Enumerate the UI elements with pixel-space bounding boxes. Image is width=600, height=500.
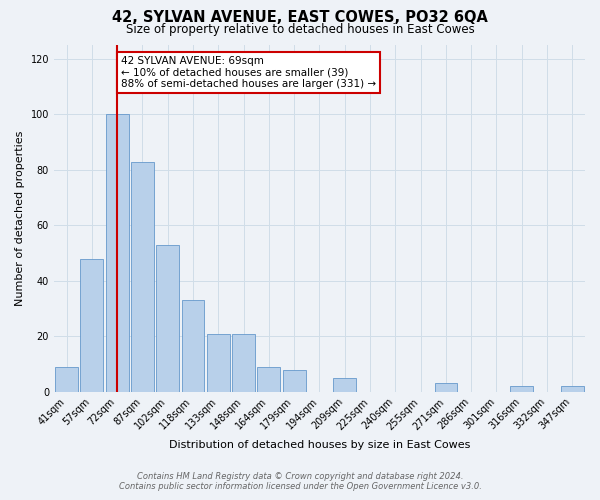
X-axis label: Distribution of detached houses by size in East Cowes: Distribution of detached houses by size … (169, 440, 470, 450)
Bar (80, 258, 103, 392)
Bar (55, 367, 78, 392)
Y-axis label: Number of detached properties: Number of detached properties (15, 130, 25, 306)
Bar (232, 334, 255, 392)
Bar (334, 378, 356, 392)
Text: 42 SYLVAN AVENUE: 69sqm
← 10% of detached houses are smaller (39)
88% of semi-de: 42 SYLVAN AVENUE: 69sqm ← 10% of detache… (121, 56, 376, 90)
Text: Contains HM Land Registry data © Crown copyright and database right 2024.
Contai: Contains HM Land Registry data © Crown c… (119, 472, 481, 491)
Bar (511, 386, 533, 392)
Bar (283, 370, 305, 392)
Bar (257, 367, 280, 392)
Bar (131, 162, 154, 392)
Text: 42, SYLVAN AVENUE, EAST COWES, PO32 6QA: 42, SYLVAN AVENUE, EAST COWES, PO32 6QA (112, 10, 488, 25)
Bar (207, 334, 230, 392)
Bar (182, 300, 205, 392)
Bar (561, 386, 584, 392)
Text: Size of property relative to detached houses in East Cowes: Size of property relative to detached ho… (125, 22, 475, 36)
Bar (106, 114, 128, 392)
Bar (157, 245, 179, 392)
Bar (434, 384, 457, 392)
